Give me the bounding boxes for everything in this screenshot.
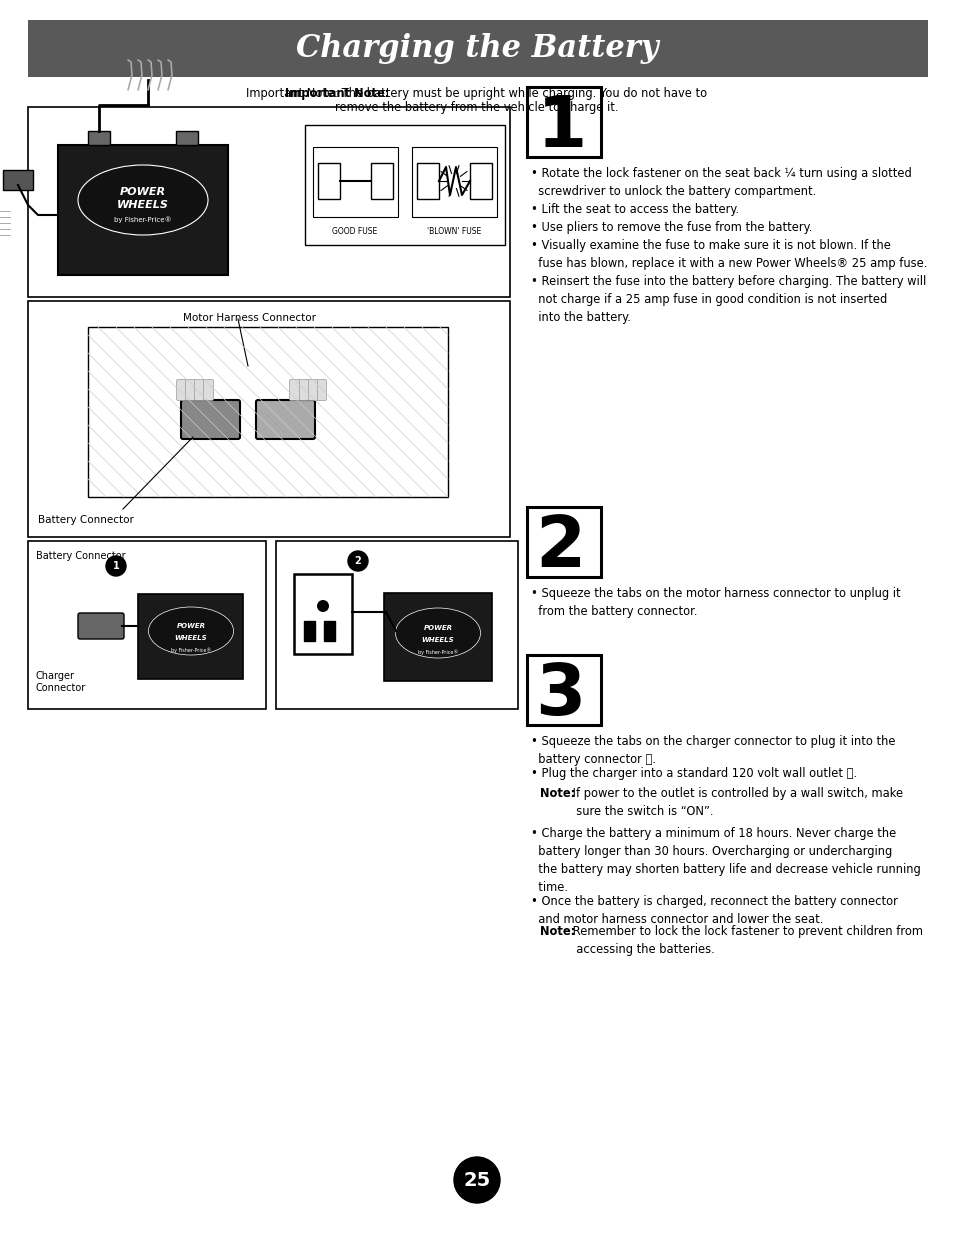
Bar: [416, 163, 438, 199]
Text: WHEELS: WHEELS: [421, 637, 454, 643]
Text: 1: 1: [112, 561, 119, 571]
Text: by Fisher-Price®: by Fisher-Price®: [171, 647, 211, 653]
Text: POWER: POWER: [423, 625, 452, 631]
Ellipse shape: [78, 165, 208, 235]
FancyBboxPatch shape: [185, 379, 195, 400]
Text: POWER: POWER: [176, 622, 205, 629]
Text: 'BLOWN' FUSE: 'BLOWN' FUSE: [426, 227, 480, 236]
Text: • Squeeze the tabs on the motor harness connector to unplug it
  from the batter: • Squeeze the tabs on the motor harness …: [531, 587, 900, 618]
Text: POWER: POWER: [120, 186, 166, 198]
Ellipse shape: [395, 608, 480, 658]
Bar: [294, 574, 352, 655]
FancyBboxPatch shape: [78, 613, 124, 638]
Bar: [28, 107, 510, 296]
Bar: [317, 163, 339, 199]
Bar: [28, 301, 510, 537]
Text: remove the battery from the vehicle to charge it.: remove the battery from the vehicle to c…: [335, 101, 618, 114]
Text: • Charge the battery a minimum of 18 hours. Never charge the
  battery longer th: • Charge the battery a minimum of 18 hou…: [531, 827, 920, 894]
Circle shape: [106, 556, 126, 576]
Text: 2: 2: [355, 556, 361, 566]
Bar: [526, 655, 600, 725]
Bar: [324, 621, 335, 641]
FancyBboxPatch shape: [289, 379, 299, 400]
Text: Important Note: The battery must be upright while charging. You do not have to: Important Note: The battery must be upri…: [246, 86, 707, 100]
FancyBboxPatch shape: [316, 379, 326, 400]
FancyBboxPatch shape: [307, 379, 317, 400]
FancyBboxPatch shape: [194, 379, 204, 400]
Bar: [305, 125, 504, 245]
Bar: [88, 131, 110, 144]
Bar: [28, 541, 266, 709]
Circle shape: [348, 551, 368, 571]
Text: • Squeeze the tabs on the charger connector to plug it into the
  battery connec: • Squeeze the tabs on the charger connec…: [531, 735, 895, 766]
Text: 25: 25: [463, 1171, 490, 1189]
FancyBboxPatch shape: [203, 379, 213, 400]
FancyBboxPatch shape: [176, 379, 186, 400]
Text: Note:: Note:: [539, 925, 575, 939]
Ellipse shape: [149, 606, 233, 655]
Bar: [526, 508, 600, 577]
Text: Battery Connector: Battery Connector: [38, 515, 133, 525]
Bar: [28, 20, 927, 77]
Bar: [275, 541, 517, 709]
Bar: [58, 144, 228, 275]
Text: by Fisher-Price®: by Fisher-Price®: [114, 216, 172, 224]
Text: WHEELS: WHEELS: [174, 635, 207, 641]
Text: Motor Harness Connector: Motor Harness Connector: [183, 312, 315, 324]
Bar: [304, 621, 314, 641]
Circle shape: [454, 1157, 499, 1203]
Text: If power to the outlet is controlled by a wall switch, make
  sure the switch is: If power to the outlet is controlled by …: [568, 787, 902, 818]
Text: Remember to lock the lock fastener to prevent children from
  accessing the batt: Remember to lock the lock fastener to pr…: [568, 925, 923, 956]
FancyBboxPatch shape: [181, 400, 240, 438]
Bar: [175, 131, 198, 144]
Text: 2: 2: [535, 513, 584, 582]
Text: Note:: Note:: [539, 787, 575, 800]
Text: Charger
Connector: Charger Connector: [36, 671, 86, 693]
Text: Battery Connector: Battery Connector: [36, 551, 126, 561]
Text: Charging the Battery: Charging the Battery: [295, 32, 658, 63]
Text: by Fisher-Price®: by Fisher-Price®: [417, 650, 457, 655]
Text: 3: 3: [535, 661, 585, 730]
Bar: [3, 170, 33, 190]
Bar: [470, 163, 492, 199]
Bar: [371, 163, 393, 199]
Bar: [313, 147, 397, 217]
Text: • Once the battery is charged, reconnect the battery connector
  and motor harne: • Once the battery is charged, reconnect…: [531, 895, 897, 926]
Bar: [412, 147, 497, 217]
Text: GOOD FUSE: GOOD FUSE: [332, 227, 377, 236]
Circle shape: [316, 600, 329, 613]
Text: 1: 1: [537, 93, 587, 162]
Text: • Plug the charger into a standard 120 volt wall outlet Ⓑ.: • Plug the charger into a standard 120 v…: [531, 767, 856, 781]
Text: WHEELS: WHEELS: [117, 200, 169, 210]
Bar: [384, 593, 492, 680]
FancyBboxPatch shape: [298, 379, 308, 400]
Text: Important Note:: Important Note:: [285, 86, 389, 100]
Bar: [138, 594, 243, 679]
Bar: [88, 327, 448, 496]
Bar: [526, 86, 600, 157]
Text: • Rotate the lock fastener on the seat back ¼ turn using a slotted
  screwdriver: • Rotate the lock fastener on the seat b…: [531, 167, 926, 324]
FancyBboxPatch shape: [255, 400, 314, 438]
